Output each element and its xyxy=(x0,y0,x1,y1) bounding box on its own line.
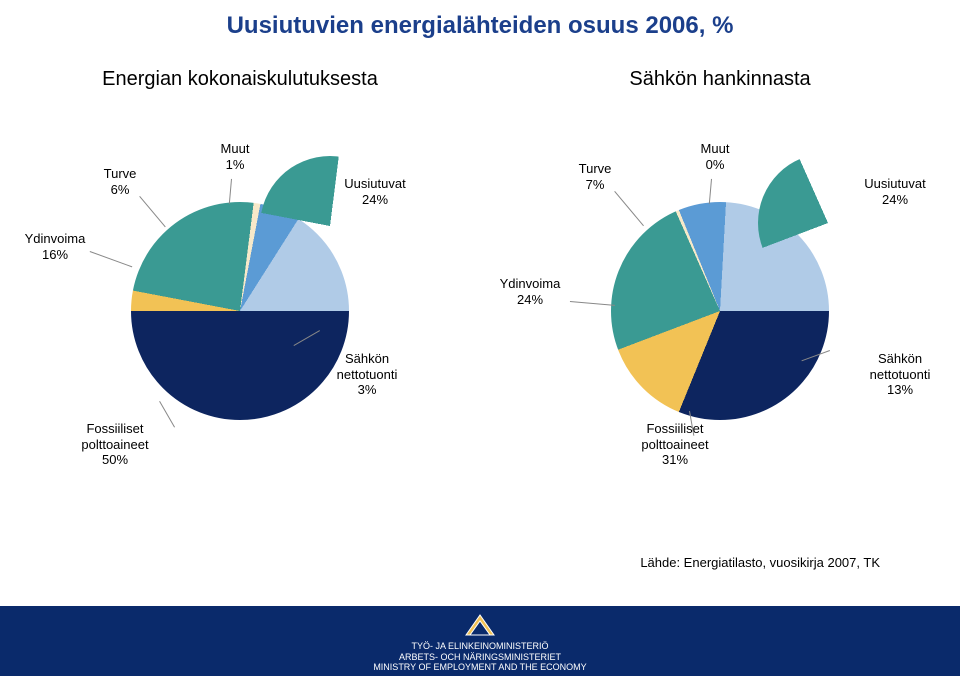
slice-label: Fossiilisetpolttoaineet31% xyxy=(610,421,740,468)
ministry-logo-icon xyxy=(462,609,498,637)
footer-line-2: ARBETS- OCH NÄRINGSMINISTERIET xyxy=(373,652,586,663)
slice-label: Muut1% xyxy=(205,141,265,172)
pie-exploded-slice xyxy=(758,153,898,293)
pie-chart-electricity: Fossiilisetpolttoaineet31%Sähkönnettotuo… xyxy=(490,101,950,461)
page-title: Uusiutuvien energialähteiden osuus 2006,… xyxy=(0,0,960,40)
footer-line-1: TYÖ- JA ELINKEINOMINISTERIÖ xyxy=(373,641,586,652)
slice-label: Ydinvoima24% xyxy=(485,276,575,307)
slice-label: Muut0% xyxy=(685,141,745,172)
subtitle-left: Energian kokonaiskulutuksesta xyxy=(0,68,480,91)
slice-label: Sähkönnettotuonti3% xyxy=(322,351,412,398)
pie-chart-energy-total: Fossiilisetpolttoaineet50%Sähkönnettotuo… xyxy=(10,101,470,461)
source-text: Lähde: Energiatilasto, vuosikirja 2007, … xyxy=(640,555,880,570)
slice-label: Fossiilisetpolttoaineet50% xyxy=(50,421,180,468)
slice-label: Turve7% xyxy=(565,161,625,192)
subtitle-right: Sähkön hankinnasta xyxy=(480,68,960,91)
slice-label: Ydinvoima16% xyxy=(15,231,95,262)
slice-label: Uusiutuvat24% xyxy=(330,176,420,207)
footer-line-3: MINISTRY OF EMPLOYMENT AND THE ECONOMY xyxy=(373,662,586,673)
slice-label: Turve6% xyxy=(90,166,150,197)
slice-label: Uusiutuvat24% xyxy=(850,176,940,207)
footer: TYÖ- JA ELINKEINOMINISTERIÖ ARBETS- OCH … xyxy=(0,606,960,676)
slice-label: Sähkönnettotuonti13% xyxy=(850,351,950,398)
